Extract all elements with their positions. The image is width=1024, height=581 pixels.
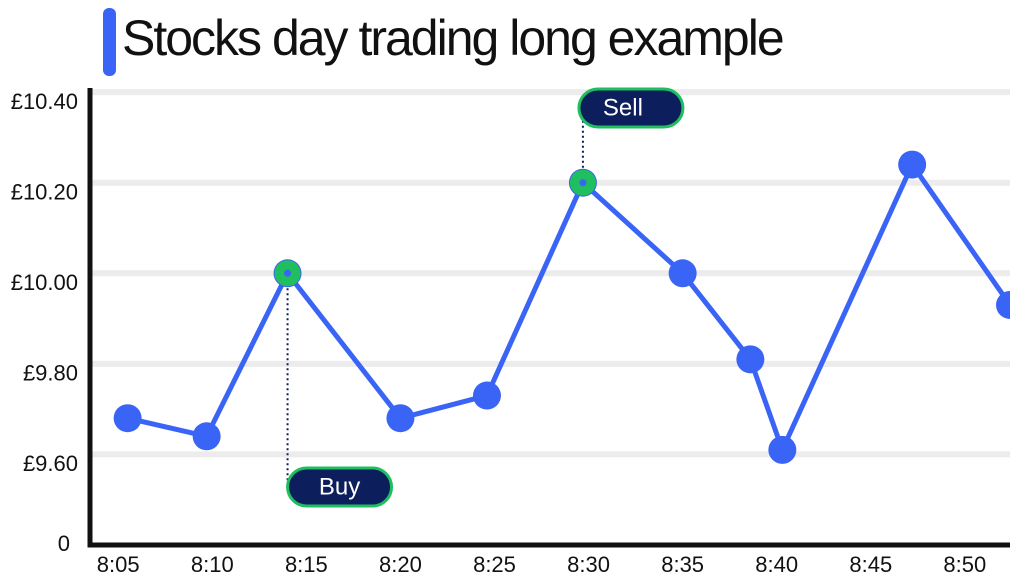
title-accent bbox=[103, 8, 116, 76]
x-tick-label: 8:05 bbox=[97, 552, 140, 577]
price-point bbox=[898, 150, 927, 179]
annotation-label: Buy bbox=[319, 473, 360, 500]
x-tick-label: 8:20 bbox=[379, 552, 422, 577]
price-point bbox=[668, 259, 697, 288]
annotation-point-center bbox=[579, 179, 587, 187]
x-tick-label: 8:50 bbox=[943, 552, 986, 577]
price-point bbox=[736, 345, 765, 374]
annotation-badge bbox=[286, 466, 394, 508]
x-tick-label: 8:40 bbox=[755, 552, 798, 577]
x-tick-label: 8:35 bbox=[661, 552, 704, 577]
price-point bbox=[386, 404, 415, 433]
y-tick-label: £10.20 bbox=[11, 180, 78, 205]
annotation-label: Sell bbox=[603, 94, 643, 121]
annotation-badge bbox=[577, 87, 685, 129]
y-tick-label: £9.80 bbox=[23, 361, 78, 386]
x-tick-label: 8:10 bbox=[191, 552, 234, 577]
plot-area bbox=[113, 150, 1010, 464]
x-tick-label: 8:15 bbox=[285, 552, 328, 577]
price-point bbox=[472, 381, 501, 410]
y-tick-label: £10.00 bbox=[11, 270, 78, 295]
annotation-point-center bbox=[284, 269, 292, 277]
x-tick-label: 8:30 bbox=[567, 552, 610, 577]
y-origin-label: 0 bbox=[58, 531, 70, 556]
price-point bbox=[192, 422, 221, 451]
x-tick-label: 8:45 bbox=[849, 552, 892, 577]
axis-line bbox=[87, 88, 1010, 548]
price-point bbox=[768, 435, 797, 464]
price-point bbox=[113, 404, 142, 433]
y-tick-label: £10.40 bbox=[11, 89, 78, 114]
price-point bbox=[996, 290, 1010, 319]
y-tick-label: £9.60 bbox=[23, 451, 78, 476]
x-tick-label: 8:25 bbox=[473, 552, 516, 577]
chart-title: Stocks day trading long example bbox=[122, 10, 783, 66]
price-line bbox=[127, 162, 1010, 453]
